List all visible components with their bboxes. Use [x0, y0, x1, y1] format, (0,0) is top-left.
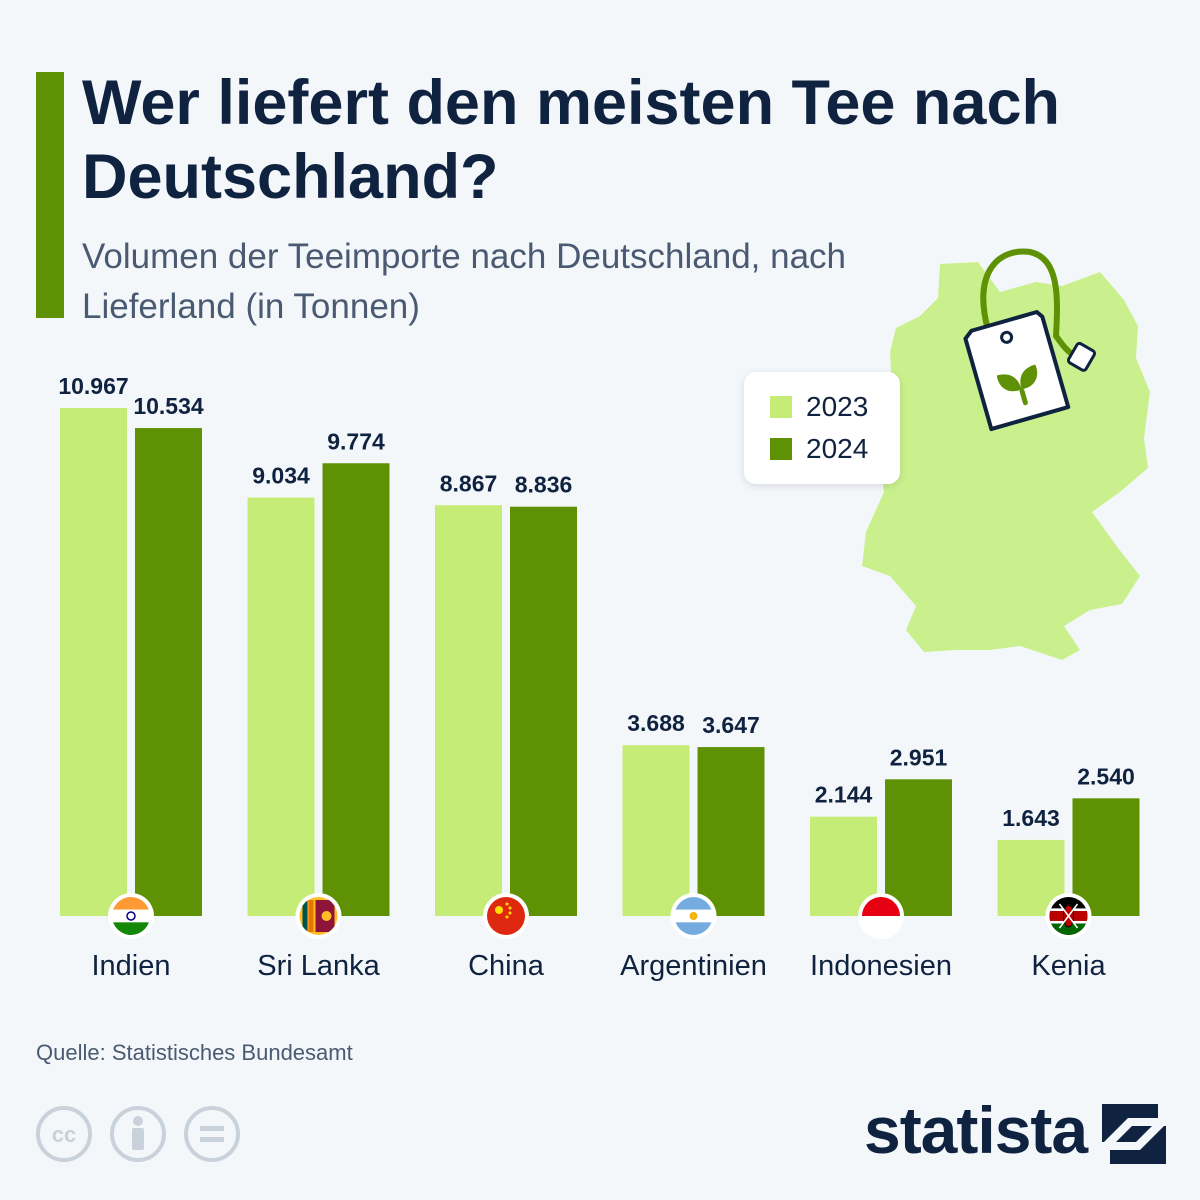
- bar-sri-lanka-2024: [322, 463, 390, 916]
- value-label-indonesien-2024: 2.951: [890, 744, 948, 770]
- bar-china-2023: [435, 505, 502, 916]
- indonesia-flag-icon: [858, 893, 904, 939]
- value-label-indien-2023: 10.967: [58, 373, 128, 399]
- chart-title: Wer liefert den meisten Tee nach Deutsch…: [82, 68, 1060, 212]
- sri-lanka-flag-icon: [295, 893, 342, 939]
- attribution-icon[interactable]: [110, 1106, 166, 1162]
- category-label-sri-lanka: Sri Lanka: [257, 950, 380, 982]
- legend-swatch-2024: [770, 438, 792, 460]
- chart-subtitle: Volumen der Teeimporte nach Deutschland,…: [82, 237, 847, 326]
- category-label-china: China: [468, 950, 545, 982]
- category-label-indien: Indien: [91, 950, 170, 982]
- statista-logo-icon: [1102, 1104, 1166, 1164]
- category-label-indonesien: Indonesien: [810, 950, 952, 982]
- tea-bag-icon: [963, 248, 1097, 432]
- value-label-kenia-2024: 2.540: [1077, 763, 1135, 789]
- bar-indien-2024: [135, 428, 202, 916]
- title-accent-bar: [36, 72, 64, 318]
- cc-icon[interactable]: cc: [36, 1106, 92, 1162]
- bar-argentinien-2024: [697, 747, 765, 916]
- legend-label-2024: 2024: [806, 433, 869, 464]
- kenya-flag-icon: [1045, 893, 1092, 939]
- china-flag-icon: [483, 893, 529, 939]
- value-label-china-2024: 8.836: [515, 472, 573, 498]
- chart-legend: 2023 2024: [744, 372, 900, 484]
- flag-group: [108, 893, 1092, 939]
- value-label-indonesien-2023: 2.144: [815, 782, 873, 808]
- bar-argentinien-2023: [622, 745, 690, 916]
- legend-label-2023: 2023: [806, 391, 869, 422]
- india-flag-icon: [108, 893, 154, 939]
- germany-map-illustration: [862, 248, 1150, 660]
- bar-china-2024: [510, 506, 577, 916]
- value-label-indien-2024: 10.534: [133, 393, 204, 419]
- value-label-argentinien-2023: 3.688: [627, 710, 685, 736]
- license-icons: cc: [36, 1106, 240, 1162]
- value-label-sri-lanka-2023: 9.034: [252, 463, 310, 489]
- legend-swatch-2023: [770, 396, 792, 418]
- statista-logo-text: statista: [864, 1093, 1088, 1167]
- bar-indonesien-2024: [885, 779, 952, 916]
- bar-indien-2023: [60, 408, 127, 916]
- category-label-argentinien: Argentinien: [620, 950, 767, 982]
- legend-item-2023: 2023: [770, 391, 869, 422]
- svg-text:cc: cc: [52, 1122, 76, 1147]
- value-label-sri-lanka-2024: 9.774: [327, 428, 385, 454]
- bar-kenia-2024: [1072, 798, 1140, 916]
- no-derivatives-icon[interactable]: [184, 1106, 240, 1162]
- legend-item-2024: 2024: [770, 433, 869, 464]
- bar-sri-lanka-2023: [247, 497, 315, 916]
- source-note: Quelle: Statistisches Bundesamt: [36, 1040, 353, 1065]
- argentina-flag-icon: [670, 893, 717, 939]
- value-label-argentinien-2024: 3.647: [702, 712, 760, 738]
- value-label-china-2023: 8.867: [440, 470, 498, 496]
- category-label-kenia: Kenia: [1031, 950, 1106, 982]
- value-label-kenia-2023: 1.643: [1002, 805, 1060, 831]
